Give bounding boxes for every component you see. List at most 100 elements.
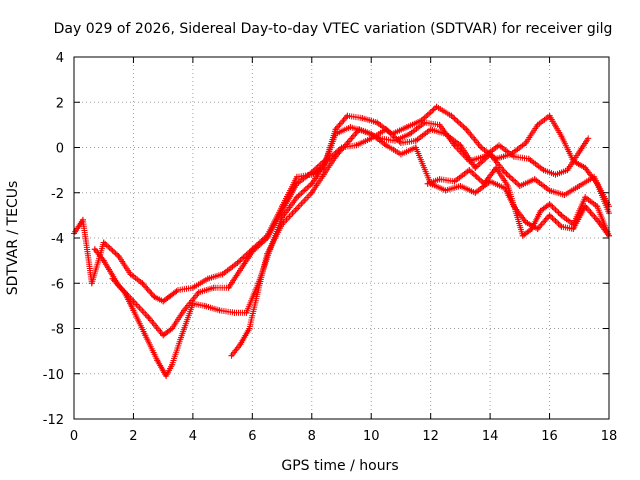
data-point [160,298,167,305]
data-point [219,271,226,278]
data-point [442,187,449,194]
data-point [264,235,271,241]
data-point [510,153,517,160]
data-point [585,135,592,142]
data-point [403,124,410,131]
data-point [264,250,271,257]
data-point [487,151,494,158]
data-point [397,140,404,146]
data-point [234,259,241,266]
y-tick-label: 2 [56,96,64,111]
data-point [347,124,354,131]
data-point [561,192,568,198]
data-point [525,155,532,162]
data-point [308,169,315,176]
data-point [537,207,544,214]
data-point [169,325,176,332]
y-tick-label: 0 [56,142,64,157]
data-point [308,180,315,187]
data-point [558,212,565,219]
data-point [481,180,488,187]
data-point [293,173,300,180]
data-point [496,142,502,149]
x-axis-label: GPS time / hours [281,458,398,474]
data-point [519,232,526,239]
data-point [189,300,196,307]
series-track-3 [109,126,612,379]
data-point [154,357,161,364]
y-tick-label: -6 [51,277,64,292]
data-point [436,121,443,128]
data-point [100,257,107,264]
data-point [344,140,351,146]
data-point [472,189,479,196]
data-point [436,176,443,183]
series-track-2 [91,119,592,339]
data-point [255,287,262,293]
data-point [293,194,300,201]
data-point [582,194,589,201]
data-point [534,121,541,128]
data-point [594,216,601,223]
data-point [353,142,360,149]
data-point [558,133,565,140]
data-point [121,289,128,296]
data-point [139,280,146,287]
data-point [332,130,339,137]
data-point [383,126,390,133]
data-point [210,284,217,291]
data-point [522,219,529,226]
data-point [513,212,520,219]
data-point [237,341,244,348]
y-tick-label: -2 [51,187,64,202]
data-point [145,314,152,321]
chart-title: Day 029 of 2026, Sidereal Day-to-day VTE… [54,21,613,37]
x-tick-label: 0 [70,429,78,444]
data-point [397,151,404,158]
data-point [540,167,547,174]
data-point [546,112,553,119]
x-tick-label: 8 [308,429,316,444]
data-point [472,164,479,171]
data-point [457,142,464,149]
data-point [195,289,202,296]
data-point [433,103,440,110]
data-point [359,115,366,122]
data-point [368,130,375,137]
data-point [558,223,565,230]
series-track-5 [424,164,612,239]
data-point [591,173,598,180]
data-point [142,332,149,339]
data-point [88,280,95,287]
data-point [91,246,98,253]
data-point [127,271,134,278]
data-point [166,293,173,300]
y-tick-label: 4 [56,51,64,66]
data-point [466,167,473,174]
data-point [130,307,137,314]
x-tick-label: 6 [248,429,256,444]
data-point [546,212,553,219]
data-point [175,287,181,293]
data-point [178,334,184,341]
data-point [504,183,511,189]
data-point-cluster [412,144,433,185]
x-tick-label: 14 [482,429,499,444]
x-tick-label: 16 [541,429,558,444]
y-tick-label: -8 [51,323,64,338]
data-point [478,144,485,151]
data-point [570,221,577,228]
data-point [576,183,583,189]
data-point [576,149,583,155]
data-point [293,180,300,187]
y-axis-label: SDTVAR / TECUs [5,181,21,296]
data-point [109,275,116,282]
data-point [552,171,559,178]
data-points [71,103,612,379]
data-point [279,221,286,228]
data-point [528,225,535,232]
data-point [249,248,256,255]
data-point [216,307,223,314]
data-point [442,130,449,137]
